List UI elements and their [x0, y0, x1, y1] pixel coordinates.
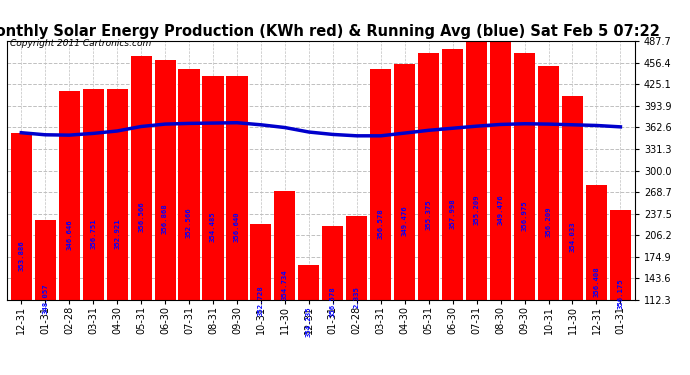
Bar [250, 224, 271, 375]
Text: 2.335: 2.335 [354, 286, 359, 308]
Bar [11, 134, 32, 375]
Bar [155, 60, 176, 375]
Text: 356.209: 356.209 [546, 206, 551, 237]
Bar [586, 185, 607, 375]
Bar [130, 56, 152, 375]
Bar [514, 54, 535, 375]
Text: 352.728: 352.728 [258, 285, 264, 316]
Text: 356.640: 356.640 [234, 211, 240, 242]
Text: 356.566: 356.566 [138, 201, 144, 232]
Text: 354.485: 354.485 [210, 211, 216, 242]
Text: 349.476: 349.476 [497, 194, 504, 225]
Bar [179, 69, 199, 375]
Text: 354.235: 354.235 [306, 306, 312, 336]
Text: 354.033: 354.033 [569, 222, 575, 252]
Bar [106, 89, 128, 375]
Text: 356.751: 356.751 [90, 218, 96, 249]
Text: 355.375: 355.375 [426, 200, 432, 230]
Text: 352.921: 352.921 [114, 218, 120, 249]
Bar [442, 50, 463, 375]
Bar [538, 66, 559, 375]
Bar [83, 89, 104, 375]
Text: 356.578: 356.578 [377, 208, 384, 238]
Bar [562, 96, 583, 375]
Text: 354.734: 354.734 [282, 269, 288, 300]
Bar [394, 64, 415, 375]
Title: Monthly Solar Energy Production (KWh red) & Running Avg (blue) Sat Feb 5 07:22: Monthly Solar Energy Production (KWh red… [0, 24, 660, 39]
Bar [371, 69, 391, 375]
Bar [59, 92, 80, 375]
Bar [202, 76, 224, 375]
Text: 346.646: 346.646 [66, 219, 72, 250]
Bar [34, 220, 56, 375]
Text: 356.578: 356.578 [330, 286, 336, 317]
Text: 355.209: 355.209 [473, 194, 480, 225]
Text: 356.975: 356.975 [522, 200, 528, 231]
Bar [226, 76, 248, 375]
Bar [275, 191, 295, 375]
Text: Copyright 2011 Cartronics.com: Copyright 2011 Cartronics.com [10, 39, 152, 48]
Bar [298, 265, 319, 375]
Text: 348.057: 348.057 [42, 284, 48, 314]
Bar [610, 210, 631, 375]
Bar [346, 216, 367, 375]
Bar [466, 42, 487, 375]
Text: 356.868: 356.868 [162, 204, 168, 234]
Text: 357.998: 357.998 [450, 198, 455, 229]
Text: 349.476: 349.476 [402, 206, 408, 236]
Text: 356.175: 356.175 [618, 278, 624, 309]
Text: 352.566: 352.566 [186, 208, 192, 238]
Text: 356.408: 356.408 [593, 266, 600, 297]
Bar [418, 53, 440, 375]
Bar [490, 42, 511, 375]
Text: 353.886: 353.886 [18, 240, 24, 271]
Bar [322, 226, 344, 375]
